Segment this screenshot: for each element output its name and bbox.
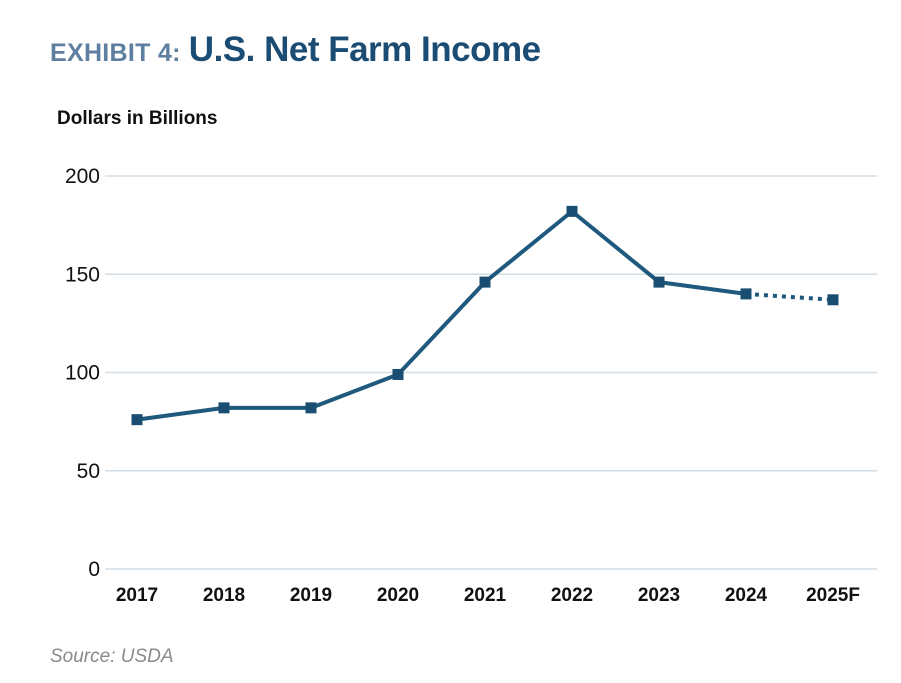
forecast-line [745,291,834,302]
y-tick-label: 150 [65,263,100,286]
data-point-2017 [131,414,143,426]
x-tick-label: 2021 [464,585,507,606]
data-point-2019 [305,402,317,414]
source-note: Source: USDA [50,646,174,667]
x-tick-label: 2023 [638,585,680,606]
y-tick-label: 200 [65,165,100,188]
x-tick-label: 2020 [377,585,419,606]
data-point-2022 [566,205,578,217]
line-chart: 0 50 100 150 200 2017 2018 2019 2020 2021 2022 2023… [65,165,877,606]
data-point-2020 [392,368,404,380]
x-tick-label: 2022 [551,585,593,606]
exhibit-label: EXHIBIT 4: [50,39,181,67]
x-tick-label: 2017 [116,585,158,606]
data-point-2023 [653,276,665,288]
data-point-2025F [827,294,839,306]
y-axis-label: Dollars in Billions [57,108,218,129]
data-point-2018 [218,402,230,414]
x-tick-label: 2024 [725,585,768,606]
data-point-2024 [740,288,752,300]
series-line [135,209,748,422]
x-tick-label: 2025F [806,585,860,606]
y-tick-label: 50 [77,460,100,483]
data-point-2021 [479,276,491,288]
chart-title: EXHIBIT 4: U.S. Net Farm Income [50,30,541,70]
x-tick-label: 2019 [290,585,332,606]
x-tick-label: 2018 [203,585,245,606]
y-tick-label: 0 [88,558,100,581]
exhibit-title: U.S. Net Farm Income [188,30,541,69]
y-tick-label: 100 [65,362,100,385]
